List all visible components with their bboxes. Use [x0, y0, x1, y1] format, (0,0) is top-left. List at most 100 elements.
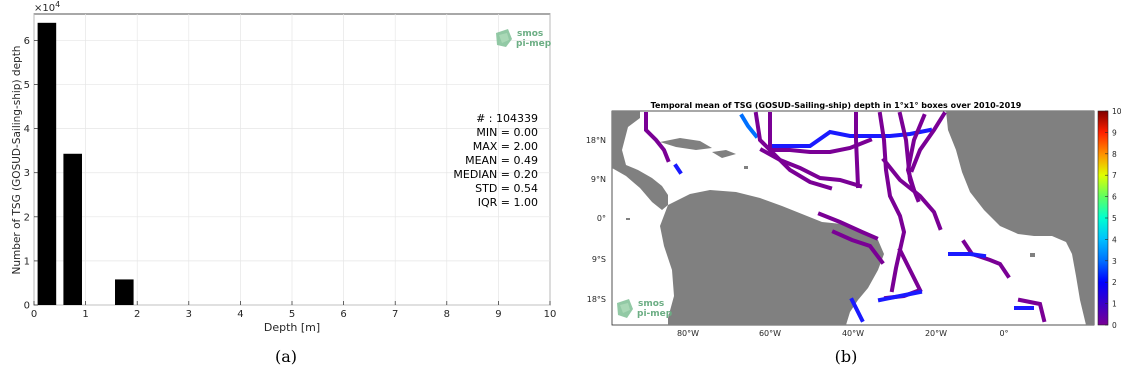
track-1	[644, 112, 671, 163]
land-africa	[946, 111, 1094, 325]
histogram-bars	[37, 22, 134, 306]
map-title: Temporal mean of TSG (GOSUD-Sailing-ship…	[651, 101, 1022, 110]
stats-mean: MEAN = 0.49	[465, 154, 538, 167]
histogram-bar	[115, 279, 134, 305]
y-tick-label: 3	[24, 168, 30, 179]
island-1	[744, 166, 748, 169]
track-14	[817, 211, 879, 241]
colorbar-tick-label: 9	[1112, 128, 1117, 137]
histogram-bar	[37, 22, 57, 306]
track-7	[768, 112, 833, 191]
land-cuba	[660, 138, 712, 150]
lon-label: 0°	[999, 329, 1008, 338]
x-tick-label: 1	[82, 309, 88, 320]
colorbar: 0 1 2 3 4 5 6 7 8 9 10	[1097, 107, 1122, 330]
y-tick-label: 5	[24, 80, 30, 91]
map-chart: Temporal mean of TSG (GOSUD-Sailing-ship…	[586, 101, 1122, 366]
track-9	[877, 111, 907, 293]
x-tick-label: 10	[544, 309, 557, 320]
track-19	[948, 252, 987, 259]
track-3	[739, 113, 759, 139]
y-tick-label: 4	[24, 124, 30, 135]
track-2	[673, 163, 683, 175]
colorbar-tick-label: 6	[1112, 193, 1117, 202]
colorbar-tick-label: 4	[1112, 235, 1117, 244]
track-4	[753, 111, 873, 154]
map-lat-labels: 18°N 9°N 0° 9°S 18°S	[586, 136, 606, 304]
y-tick-label: 6	[24, 36, 30, 47]
y-axis-label: Number of TSG (GOSUD-Sailing-ship) depth	[11, 46, 23, 275]
logo-text-smos: smos	[638, 299, 664, 309]
histogram-x-ticks: 0 1 2 3 4 5 6 7 8 9 10	[31, 301, 557, 320]
colorbar-tick-label: 0	[1112, 321, 1117, 330]
colorbar-tick-label: 2	[1112, 278, 1117, 287]
logo-globe-shade	[499, 33, 509, 43]
x-tick-label: 9	[495, 309, 501, 320]
track-22	[849, 297, 865, 323]
x-tick-label: 7	[392, 309, 398, 320]
x-tick-label: 5	[289, 309, 295, 320]
map-lon-labels: 80°W 60°W 40°W 20°W 0°	[677, 329, 1009, 338]
island-2	[1030, 253, 1035, 257]
logo-text-pimep: pi-mep	[516, 39, 552, 49]
lat-label: 18°S	[587, 295, 606, 304]
ship-tracks	[644, 111, 1047, 323]
lon-label: 80°W	[677, 329, 699, 338]
land-hispaniola	[712, 150, 736, 158]
logo-text-smos: smos	[517, 29, 543, 39]
x-tick-label: 8	[444, 309, 450, 320]
stats-min: MIN = 0.00	[476, 126, 538, 139]
smos-logo-a: smos pi-mep	[496, 29, 552, 49]
map-land	[612, 111, 1094, 325]
caption-b: (b)	[835, 347, 858, 366]
stats-std: STD = 0.54	[475, 182, 538, 195]
colorbar-tick-label: 3	[1112, 257, 1117, 266]
x-tick-label: 3	[186, 309, 192, 320]
y-tick-label: 0	[24, 301, 30, 312]
smos-logo-b: smos pi-mep	[617, 299, 673, 319]
histogram-grid	[33, 14, 551, 306]
track-17	[877, 289, 923, 303]
histogram-bar	[63, 153, 82, 305]
stats-count: # : 104339	[476, 112, 538, 125]
stats-max: MAX = 2.00	[473, 140, 538, 153]
y-tick-label: 2	[24, 212, 30, 223]
y-multiplier-exponent: 4	[55, 0, 60, 9]
lat-label: 0°	[597, 214, 606, 223]
lon-label: 40°W	[842, 329, 864, 338]
colorbar-tick-label: 10	[1112, 107, 1122, 116]
land-south-america	[660, 190, 884, 325]
track-13	[881, 157, 943, 231]
land-central-america	[612, 111, 668, 210]
colorbar-tick-label: 7	[1112, 171, 1117, 180]
lat-label: 9°N	[591, 175, 606, 184]
track-20	[1017, 297, 1047, 323]
stats-box: # : 104339 MIN = 0.00 MAX = 2.00 MEAN = …	[453, 112, 538, 209]
x-tick-label: 0	[31, 309, 37, 320]
x-tick-label: 2	[134, 309, 140, 320]
track-8	[854, 112, 861, 189]
colorbar-ticks: 0 1 2 3 4 5 6 7 8 9 10	[1105, 107, 1122, 330]
lon-label: 60°W	[759, 329, 781, 338]
lat-label: 18°N	[586, 136, 606, 145]
colorbar-tick-label: 8	[1112, 150, 1117, 159]
y-multiplier: ×104	[34, 0, 60, 14]
track-11	[905, 113, 927, 193]
track-18	[961, 239, 1011, 279]
y-tick-label: 1	[24, 256, 30, 267]
x-tick-label: 4	[237, 309, 243, 320]
lat-label: 9°S	[592, 255, 606, 264]
colorbar-tick-label: 5	[1112, 214, 1117, 223]
island-3	[626, 218, 630, 220]
x-axis-label: Depth [m]	[264, 321, 320, 334]
stats-median: MEDIAN = 0.20	[453, 168, 538, 181]
histogram-y-ticks: 0 1 2 3 4 5 6	[24, 36, 38, 312]
colorbar-tick-label: 1	[1112, 300, 1117, 309]
x-tick-label: 6	[340, 309, 346, 320]
logo-text-pimep: pi-mep	[637, 309, 673, 319]
lon-label: 20°W	[925, 329, 947, 338]
track-12	[909, 111, 947, 173]
track-15	[831, 229, 885, 265]
y-multiplier-base: ×10	[34, 3, 55, 14]
